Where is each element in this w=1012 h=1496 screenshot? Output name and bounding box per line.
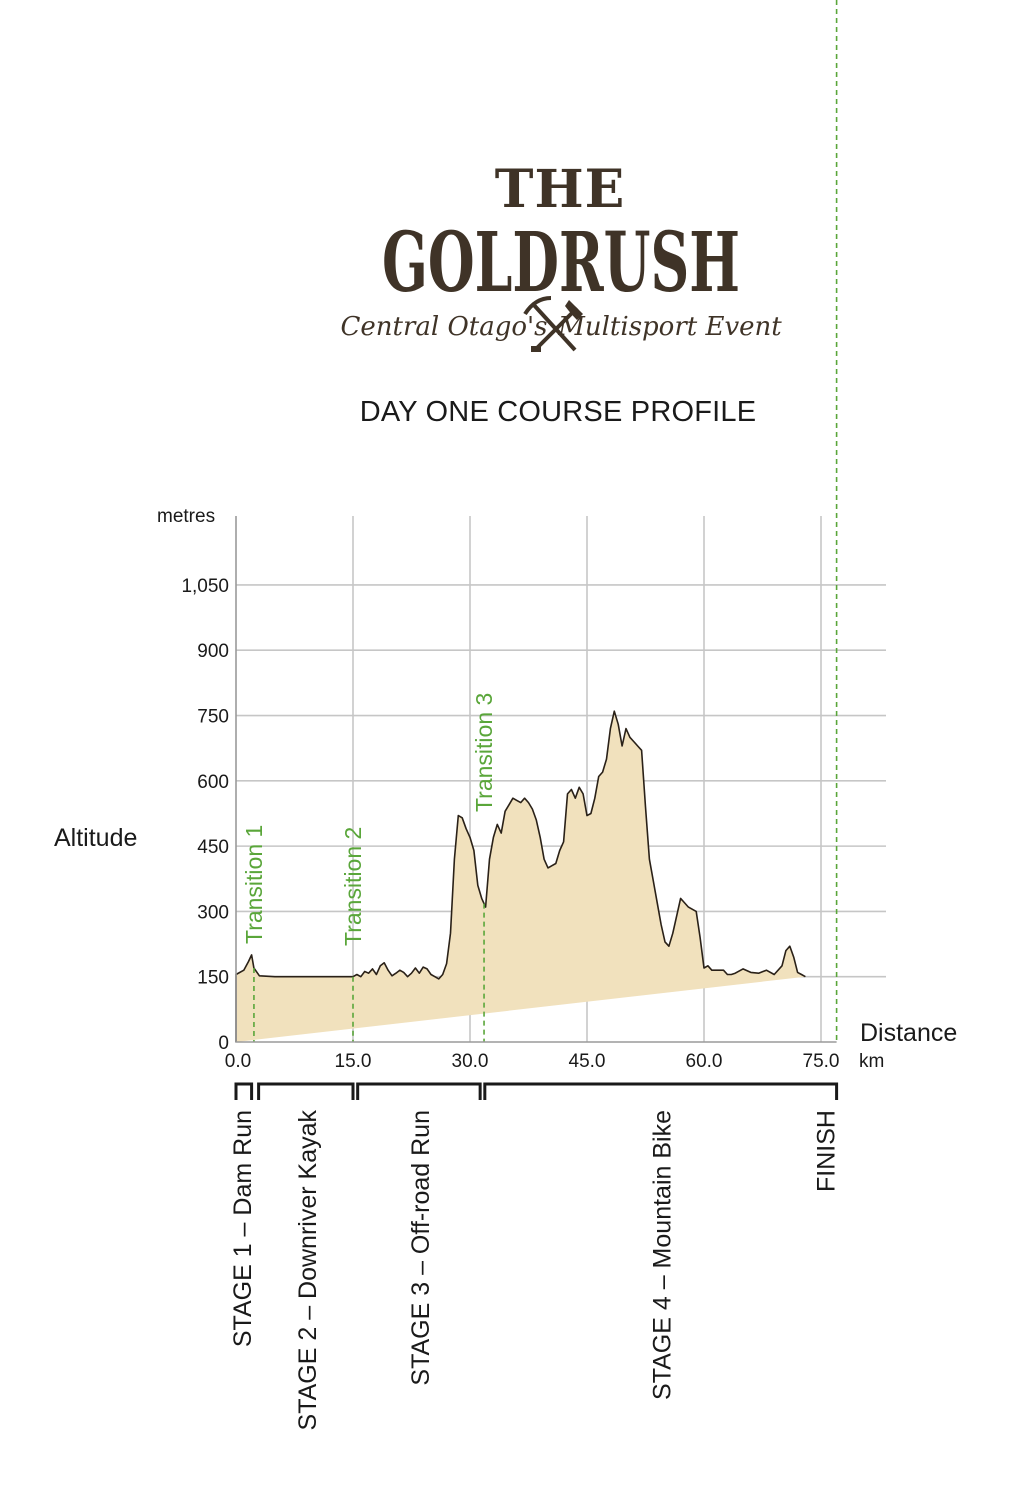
transition-label-3: Transition 3 [471,693,497,812]
logo-tagline-right: Multisport Event [557,312,782,342]
x-tick-label: 15.0 [335,1051,372,1072]
y-tick-label: 150 [197,968,229,989]
stage-label-4: STAGE 4 – Mountain Bike [649,1110,677,1400]
stage-bracket-3 [356,1082,482,1100]
x-tick-label: 60.0 [686,1051,723,1072]
goldrush-logo: THE GOLDRUSH Central Otago's Multisport … [340,159,782,352]
x-tick-label: 0.0 [225,1051,251,1072]
finish-label: FINISH [813,1110,841,1192]
logo-the: THE [495,159,625,220]
x-tick-labels: 0.0 15.0 30.0 45.0 60.0 75.0 [225,1051,840,1072]
stage-bracket-1 [234,1082,254,1100]
stage-label-3: STAGE 3 – Off-road Run [407,1110,435,1386]
transition-label-2: Transition 2 [340,827,366,946]
page-title: DAY ONE COURSE PROFILE [359,396,757,428]
y-tick-label: 1,050 [181,576,229,597]
y-axis-label: Altitude [54,824,137,852]
logo-goldrush: GOLDRUSH [382,215,740,311]
y-tick-label: 300 [197,902,229,923]
y-tick-label: 0 [218,1033,229,1054]
x-tick-label: 45.0 [569,1051,606,1072]
x-tick-label: 75.0 [803,1051,840,1072]
crossed-pick-and-shovel-icon [523,296,583,352]
transition-label-1: Transition 1 [241,825,267,944]
grid-horizontal [236,584,886,978]
stage-bracket-2 [257,1082,355,1100]
stage-label-2: STAGE 2 – Downriver Kayak [294,1110,322,1431]
y-tick-label: 900 [197,641,229,662]
y-axis [235,516,837,1043]
stage-brackets: STAGE 1 – Dam Run STAGE 2 – Downriver Kay… [229,1082,841,1431]
x-unit-label: km [859,1051,884,1072]
transition-labels: Transition 1 Transition 2 Transition 3 [241,693,497,946]
y-tick-label: 750 [197,707,229,728]
elevation-profile-area [235,710,806,1042]
logo-tagline-left: Central Otago's [340,312,547,342]
stage-bracket-4 [483,1082,839,1100]
y-tick-labels: 0 150 300 450 600 750 900 1,050 [181,576,229,1054]
x-tick-label: 30.0 [452,1051,489,1072]
y-unit-label: metres [157,506,215,527]
x-axis-label: Distance [860,1019,957,1047]
y-tick-label: 600 [197,772,229,793]
grid-vertical [352,516,822,1042]
stage-label-1: STAGE 1 – Dam Run [229,1110,257,1347]
y-tick-label: 450 [197,837,229,858]
